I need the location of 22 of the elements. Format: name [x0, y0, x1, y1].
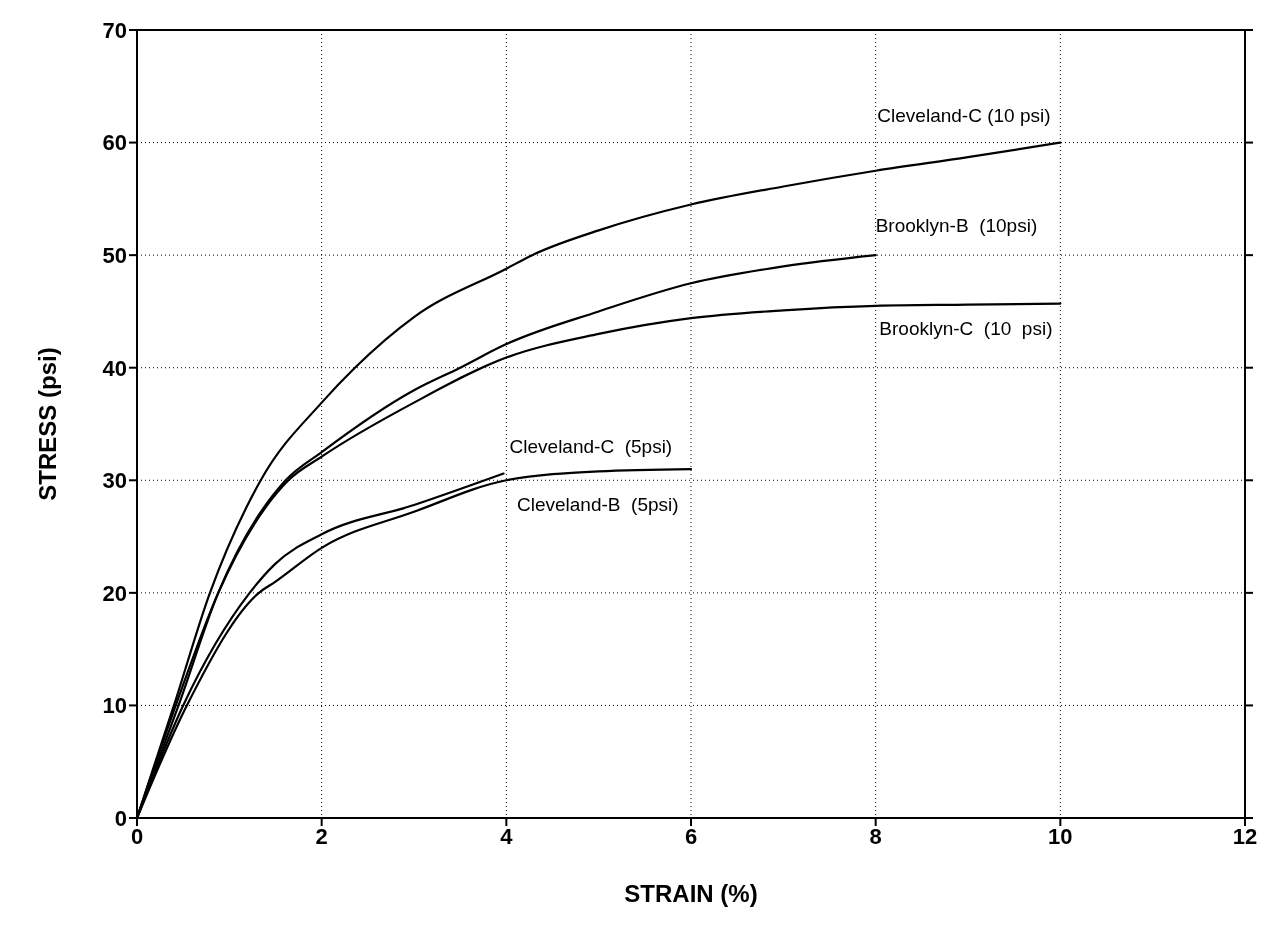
series-label: Brooklyn-B (10psi) [875, 215, 1038, 237]
series-label: Cleveland-C (5psi) [509, 435, 673, 457]
x-tick-label: 6 [684, 823, 698, 849]
y-tick-label: 30 [102, 468, 127, 494]
y-axis-title: STRESS (psi) [33, 347, 61, 501]
y-tick-label: 20 [102, 580, 127, 606]
x-tick-label: 2 [315, 823, 328, 849]
y-tick-label: 50 [102, 242, 127, 268]
y-tick-label: 10 [102, 693, 127, 719]
y-tick-label: 0 [114, 805, 127, 831]
x-tick-label: 12 [1232, 823, 1258, 849]
series-label: Cleveland-B (5psi) [517, 494, 679, 516]
y-tick-label: 70 [102, 17, 127, 43]
y-tick-label: 60 [102, 130, 127, 156]
x-tick-label: 4 [500, 823, 514, 849]
x-tick-label: 10 [1048, 823, 1073, 849]
series-label: Brooklyn-C (10 psi) [879, 317, 1053, 339]
series-label: Cleveland-C (10 psi) [877, 104, 1051, 126]
y-tick-label: 40 [102, 355, 127, 381]
x-tick-label: 0 [130, 823, 144, 849]
x-tick-label: 8 [869, 823, 882, 849]
x-axis-title: STRAIN (%) [624, 880, 758, 907]
